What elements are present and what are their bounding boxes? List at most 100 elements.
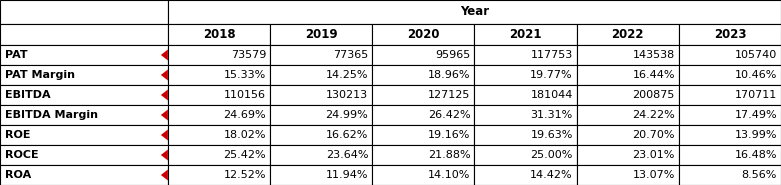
Bar [474, 65, 576, 85]
Text: 200875: 200875 [633, 90, 675, 100]
Bar [0, 165, 168, 185]
Bar [168, 0, 781, 24]
Bar [679, 45, 781, 65]
Text: 95965: 95965 [435, 50, 470, 60]
Text: 21.88%: 21.88% [428, 150, 470, 160]
Bar [270, 65, 373, 85]
Bar [373, 165, 475, 185]
Text: 13.07%: 13.07% [633, 170, 675, 180]
Bar [576, 24, 679, 45]
Text: 16.48%: 16.48% [735, 150, 777, 160]
Bar [270, 145, 373, 165]
Text: 117753: 117753 [530, 50, 572, 60]
Bar [0, 85, 168, 105]
Bar [373, 145, 475, 165]
Text: 24.22%: 24.22% [632, 110, 675, 120]
Bar [474, 165, 576, 185]
Polygon shape [161, 110, 168, 120]
Bar [168, 85, 270, 105]
Text: 19.63%: 19.63% [530, 130, 572, 140]
Bar [373, 65, 475, 85]
Text: 26.42%: 26.42% [428, 110, 470, 120]
Text: EBITDA Margin: EBITDA Margin [5, 110, 98, 120]
Text: 2018: 2018 [203, 28, 235, 41]
Bar [0, 0, 168, 24]
Polygon shape [161, 149, 168, 161]
Text: ROE: ROE [5, 130, 30, 140]
Bar [474, 105, 576, 125]
Text: 14.25%: 14.25% [326, 70, 369, 80]
Text: 19.77%: 19.77% [530, 70, 572, 80]
Text: 24.69%: 24.69% [223, 110, 266, 120]
Text: 16.44%: 16.44% [633, 70, 675, 80]
Text: 20.70%: 20.70% [633, 130, 675, 140]
Bar [576, 145, 679, 165]
Bar [679, 145, 781, 165]
Bar [679, 85, 781, 105]
Text: 18.02%: 18.02% [223, 130, 266, 140]
Text: 31.31%: 31.31% [530, 110, 572, 120]
Text: 2019: 2019 [305, 28, 337, 41]
Text: 12.52%: 12.52% [223, 170, 266, 180]
Text: 143538: 143538 [633, 50, 675, 60]
Bar [576, 105, 679, 125]
Bar [270, 45, 373, 65]
Text: 127125: 127125 [428, 90, 470, 100]
Polygon shape [161, 49, 168, 60]
Bar [168, 45, 270, 65]
Text: 15.33%: 15.33% [224, 70, 266, 80]
Text: 25.00%: 25.00% [530, 150, 572, 160]
Bar [270, 125, 373, 145]
Text: 8.56%: 8.56% [742, 170, 777, 180]
Bar [576, 65, 679, 85]
Text: 105740: 105740 [735, 50, 777, 60]
Bar [0, 145, 168, 165]
Text: PAT: PAT [5, 50, 27, 60]
Bar [373, 85, 475, 105]
Bar [576, 165, 679, 185]
Bar [679, 65, 781, 85]
Bar [373, 105, 475, 125]
Bar [474, 45, 576, 65]
Polygon shape [161, 90, 168, 100]
Bar [679, 165, 781, 185]
Bar [373, 24, 475, 45]
Text: 23.64%: 23.64% [326, 150, 369, 160]
Bar [576, 45, 679, 65]
Bar [0, 24, 168, 45]
Text: 77365: 77365 [333, 50, 369, 60]
Bar [373, 45, 475, 65]
Text: 110156: 110156 [224, 90, 266, 100]
Text: 73579: 73579 [231, 50, 266, 60]
Text: 2022: 2022 [612, 28, 644, 41]
Bar [270, 85, 373, 105]
Bar [474, 125, 576, 145]
Text: PAT Margin: PAT Margin [5, 70, 75, 80]
Text: EBITDA: EBITDA [5, 90, 50, 100]
Bar [474, 85, 576, 105]
Bar [270, 105, 373, 125]
Bar [679, 24, 781, 45]
Bar [679, 105, 781, 125]
Bar [474, 145, 576, 165]
Text: 11.94%: 11.94% [326, 170, 369, 180]
Text: 181044: 181044 [530, 90, 572, 100]
Bar [0, 45, 168, 65]
Text: 19.16%: 19.16% [428, 130, 470, 140]
Bar [373, 125, 475, 145]
Bar [0, 65, 168, 85]
Text: 17.49%: 17.49% [734, 110, 777, 120]
Text: ROA: ROA [5, 170, 31, 180]
Text: 14.10%: 14.10% [428, 170, 470, 180]
Text: 10.46%: 10.46% [735, 70, 777, 80]
Bar [576, 85, 679, 105]
Polygon shape [161, 70, 168, 80]
Bar [474, 24, 576, 45]
Text: 25.42%: 25.42% [223, 150, 266, 160]
Bar [168, 145, 270, 165]
Bar [168, 24, 270, 45]
Text: 2021: 2021 [509, 28, 542, 41]
Text: 13.99%: 13.99% [735, 130, 777, 140]
Text: 14.42%: 14.42% [530, 170, 572, 180]
Text: 23.01%: 23.01% [633, 150, 675, 160]
